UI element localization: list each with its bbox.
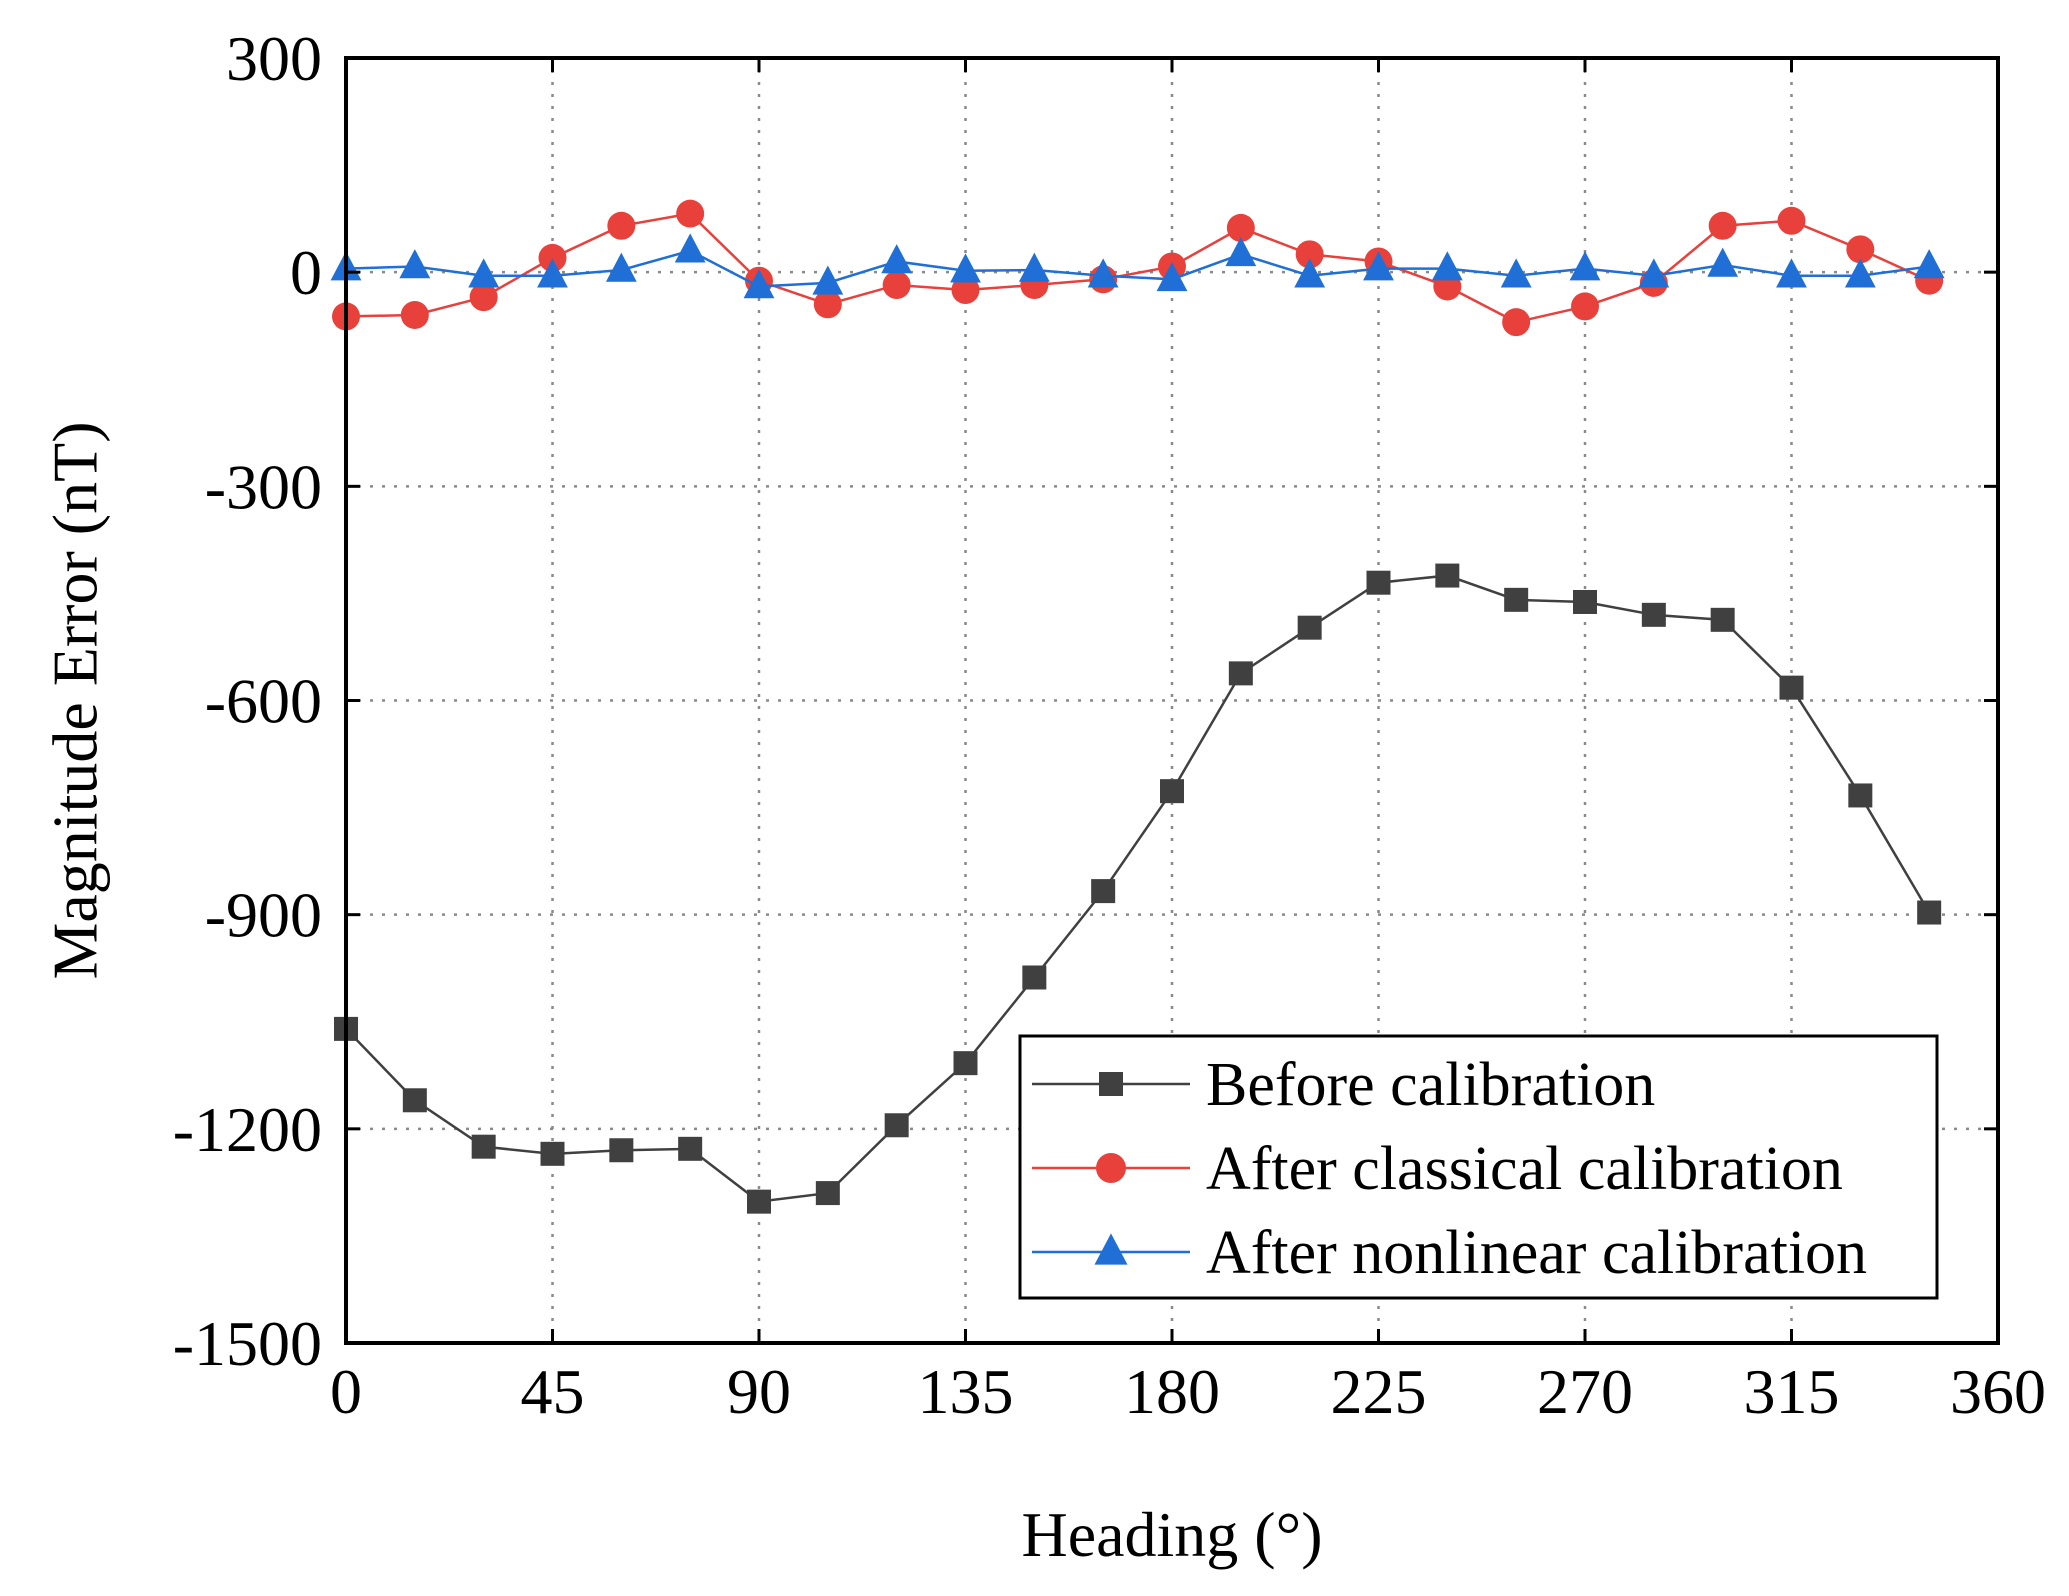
y-tick-label: -900 [205,880,322,951]
data-point-circle [676,199,705,228]
y-tick-label: -1200 [173,1094,322,1165]
data-point-triangle [1363,251,1394,281]
data-point-square [1160,779,1184,804]
x-tick-label: 45 [521,1356,585,1427]
data-point-triangle [1913,249,1945,279]
data-point-square [815,1181,840,1206]
x-tick-label: 180 [1124,1356,1220,1427]
data-point-square [678,1136,703,1161]
data-point-triangle [1225,236,1257,267]
x-tick-label: 225 [1331,1356,1427,1427]
legend-label: After nonlinear calibration [1206,1219,1867,1287]
series-layer [330,199,1945,1214]
data-point-circle [1708,211,1737,240]
data-point-triangle [674,233,706,263]
x-tick-label: 90 [727,1356,791,1427]
data-point-square [1573,589,1597,614]
data-point-circle [1571,292,1599,321]
data-point-triangle [812,265,844,295]
y-tick-label: -600 [205,666,322,737]
data-point-triangle [743,269,775,299]
data-point-circle [538,243,567,272]
legend-item: After nonlinear calibration [1032,1219,1867,1287]
data-point-square [1228,661,1253,686]
data-point-circle [1295,240,1324,269]
data-point-triangle [1638,258,1670,288]
x-tick-label: 315 [1744,1356,1840,1427]
data-point-square [1022,965,1047,990]
data-point-circle [400,301,429,329]
data-point-triangle [1844,258,1876,288]
legend-label: Before calibration [1206,1051,1655,1119]
data-point-square [1848,783,1873,808]
data-point-square [953,1051,978,1076]
legend-item: Before calibration [1032,1051,1655,1119]
data-point-square [1435,563,1460,588]
data-point-triangle [1500,258,1532,288]
x-tick-label: 360 [1950,1356,2046,1427]
data-point-circle [1502,308,1531,337]
data-point-triangle [1776,258,1807,288]
data-point-square [1297,615,1322,640]
data-point-circle [607,211,636,240]
data-point-square [540,1141,565,1166]
data-point-square [1099,1072,1123,1096]
series-line [345,249,1930,288]
data-point-square [1091,879,1116,904]
axis-ticks [344,56,2000,1345]
y-tick-label: 300 [226,23,322,94]
data-point-circle [813,290,842,319]
data-point-circle [1096,1153,1126,1183]
y-tick-label: -1500 [173,1308,322,1379]
data-point-triangle [399,249,431,279]
data-point-square [1504,587,1529,612]
data-point-square [884,1113,909,1138]
data-point-triangle [1707,247,1739,277]
x-tick-label: 0 [330,1356,362,1427]
data-point-triangle [1094,1233,1128,1265]
data-point-square [1710,607,1735,632]
data-point-square [747,1189,771,1214]
data-point-square [609,1138,634,1163]
data-point-square [1641,602,1666,627]
data-point-triangle [950,253,981,283]
data-point-square [1917,900,1942,925]
legend-label: After classical calibration [1206,1135,1843,1203]
data-point-circle [882,271,911,300]
x-axis-title: Heading (°) [1021,1499,1322,1570]
x-tick-label: 135 [918,1356,1014,1427]
y-tick-label: 0 [290,237,322,308]
y-axis-title: Magnitude Error (nT) [40,421,111,979]
series-after-nonlinear-calibration [330,233,1945,299]
data-point-triangle [468,258,500,288]
data-point-triangle [1569,251,1601,281]
data-point-square [1366,570,1391,595]
legend-item: After classical calibration [1032,1135,1843,1203]
series-line [345,212,1930,324]
data-point-triangle [881,244,913,274]
data-point-circle [951,276,980,305]
data-point-triangle [1294,258,1326,288]
data-point-triangle [1431,251,1463,281]
data-point-square [471,1134,496,1159]
data-point-triangle [537,258,568,288]
data-point-circle [1226,213,1255,242]
data-point-triangle [605,252,637,282]
data-point-triangle [1156,261,1188,292]
data-point-circle [469,283,498,312]
data-point-triangle [1087,258,1119,288]
tick-labels: 0 45 90 135 180 225 270 315 360 300 0 -300 -600 -900 -… [173,23,2046,1427]
y-tick-label: -300 [205,451,322,522]
data-point-square [402,1088,427,1113]
data-point-square [1779,675,1804,700]
data-point-triangle [1018,252,1050,282]
data-point-circle [1777,206,1806,235]
legend: Before calibration After classical calibr… [1018,1034,1939,1300]
x-tick-label: 270 [1537,1356,1633,1427]
data-point-circle [1846,235,1875,264]
